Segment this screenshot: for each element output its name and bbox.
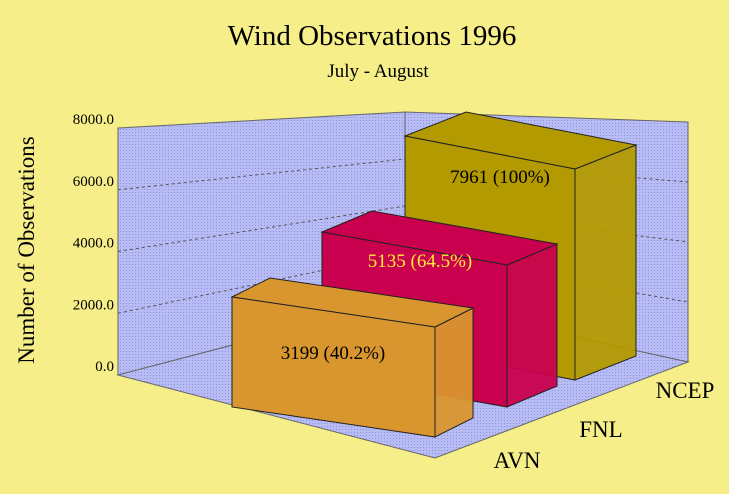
chart-title: Wind Observations 1996 (228, 20, 517, 52)
y-tick-label: 8000.0 (73, 112, 114, 128)
category-label: NCEP (656, 378, 715, 403)
data-label: 7961 (100%) (450, 167, 550, 188)
category-label: AVN (494, 448, 541, 473)
bar-side-face (506, 243, 558, 408)
bar-avn: 3199 (40.2%) (230, 277, 475, 438)
y-axis-ticks: 0.0 2000.0 4000.0 6000.0 8000.0 (73, 112, 114, 375)
y-axis-label: Number of Observations (14, 136, 39, 363)
bar-side-face (574, 144, 637, 381)
data-label: 5135 (64.5%) (368, 251, 472, 272)
y-tick-label: 4000.0 (73, 236, 114, 252)
bar-side-face (434, 307, 474, 438)
data-label: 3199 (40.2%) (281, 343, 385, 364)
chart-subtitle: July - August (327, 61, 429, 82)
y-tick-label: 6000.0 (73, 174, 114, 190)
category-labels: AVN FNL NCEP (494, 378, 715, 473)
bar-front-face (231, 296, 436, 438)
y-tick-label: 0.0 (95, 359, 114, 375)
y-tick-label: 2000.0 (73, 297, 114, 313)
category-label: FNL (579, 417, 622, 442)
gridline (117, 252, 689, 314)
bars: 7961 (100%) 5135 (64.5%) 3199 (40.2%) (230, 111, 638, 438)
